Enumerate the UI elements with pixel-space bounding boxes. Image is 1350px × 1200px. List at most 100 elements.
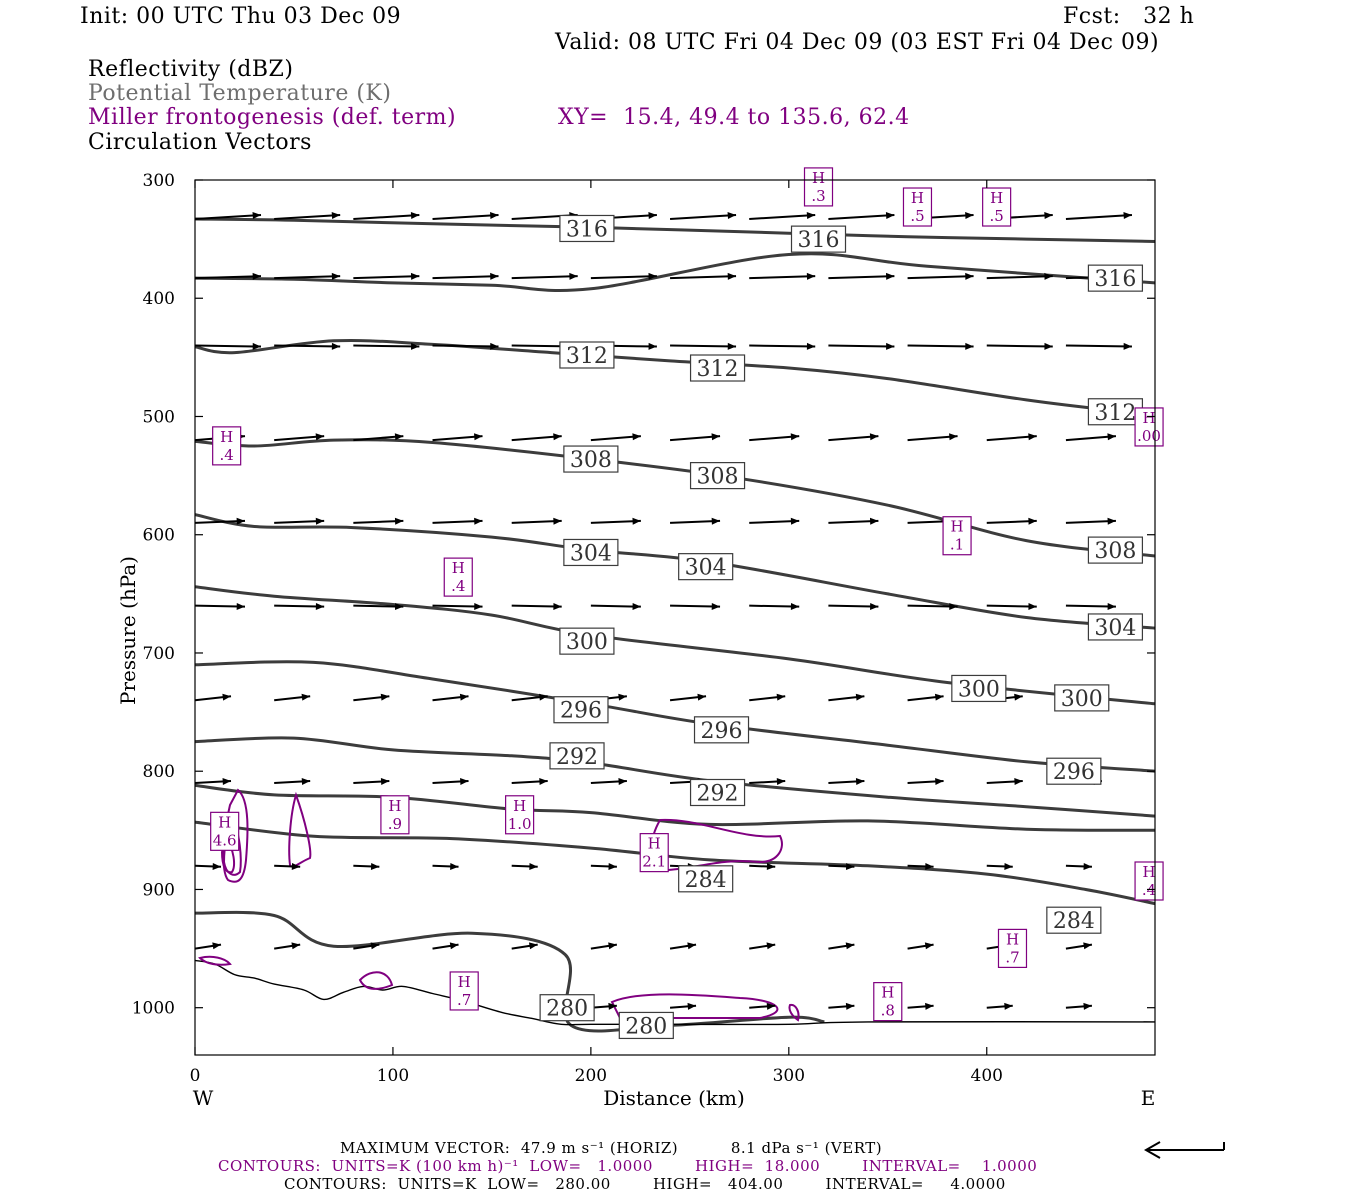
circulation-vector xyxy=(274,778,311,785)
west-end-label: W xyxy=(193,1086,214,1110)
theta-label-312: 312 xyxy=(1094,401,1136,426)
circulation-vector xyxy=(907,942,934,950)
theta-contour-296 xyxy=(195,660,1155,773)
circulation-vector xyxy=(274,342,341,350)
circulation-vector xyxy=(353,433,404,442)
forecast-hour: Fcst: 32 h xyxy=(1063,4,1195,29)
high-value: .1 xyxy=(950,536,964,554)
circulation-vector xyxy=(907,342,974,350)
y-tick-label: 900 xyxy=(143,880,175,900)
high-letter: H xyxy=(458,973,471,991)
x-tick-label: 0 xyxy=(190,1066,201,1086)
high-value: .5 xyxy=(910,207,924,225)
circulation-vector xyxy=(432,862,459,870)
circulation-vector xyxy=(986,272,1053,280)
circulation-vector xyxy=(274,603,325,611)
high-letter: H xyxy=(1006,930,1019,948)
circulation-vector xyxy=(749,433,800,442)
circulation-vector xyxy=(669,1002,697,1010)
theta-label-box xyxy=(1087,613,1144,641)
y-tick-label: 800 xyxy=(143,762,175,782)
theta-label-box xyxy=(1054,684,1110,712)
circulation-vector xyxy=(511,693,548,702)
theta-label-box xyxy=(618,1011,674,1040)
circulation-vector xyxy=(1065,517,1116,525)
frontogenesis-high-marker: H.5 xyxy=(982,187,1012,227)
circulation-vector xyxy=(274,212,341,221)
theta-label-292: 292 xyxy=(556,745,598,770)
high-value: .9 xyxy=(388,815,402,833)
high-letter: H xyxy=(911,189,924,207)
frontogenesis-high-marker: H.7 xyxy=(449,971,479,1011)
circulation-vector xyxy=(274,433,325,442)
frontogenesis-contour xyxy=(788,1003,800,1022)
circulation-vector xyxy=(511,272,578,280)
circulation-vector xyxy=(828,603,879,611)
high-letter: H xyxy=(951,518,964,536)
circulation-vector xyxy=(432,212,499,221)
high-letter: H xyxy=(990,189,1003,207)
circulation-vector xyxy=(432,942,459,950)
theta-label-box xyxy=(678,865,734,893)
footer-contours-black: CONTOURS: UNITS=K LOW= 280.00 HIGH= 404.… xyxy=(284,1175,1006,1193)
theta-label-316: 316 xyxy=(566,217,608,242)
terrain-line xyxy=(195,959,1155,1026)
circulation-vector xyxy=(986,862,1013,870)
circulation-vector xyxy=(353,272,420,280)
theta-label-box xyxy=(559,627,615,655)
theta-label-284: 284 xyxy=(685,868,727,893)
circulation-vector xyxy=(828,778,865,785)
circulation-vector xyxy=(986,778,1023,785)
high-letter: H xyxy=(388,797,401,815)
high-letter: H xyxy=(1143,409,1156,427)
theta-label-box xyxy=(1046,757,1102,785)
circulation-vector xyxy=(274,693,311,702)
circulation-vector xyxy=(590,1002,617,1010)
init-time: Init: 00 UTC Thu 03 Dec 09 xyxy=(80,4,402,29)
circulation-vector xyxy=(432,517,483,525)
theta-contour-288 xyxy=(195,783,1155,832)
frontogenesis-contour xyxy=(358,971,394,990)
theta-contour-304 xyxy=(195,513,1155,630)
circulation-vector xyxy=(195,778,232,785)
theta-label-box xyxy=(689,354,746,382)
circulation-vector xyxy=(590,272,657,280)
circulation-vector xyxy=(1065,862,1092,870)
theta-label-box xyxy=(678,553,734,581)
circulation-vector xyxy=(274,517,325,525)
circulation-vector xyxy=(274,272,341,280)
circulation-vector xyxy=(432,433,483,442)
plot-frame xyxy=(194,179,1156,1056)
circulation-vector xyxy=(749,603,800,611)
frontogenesis-high-marker: H.7 xyxy=(997,928,1028,968)
theta-label-box xyxy=(559,214,615,243)
circulation-vector xyxy=(749,942,776,950)
frontogenesis-high-marker: H.4 xyxy=(443,557,473,597)
circulation-vector xyxy=(986,603,1037,611)
circulation-vector xyxy=(907,778,944,785)
circulation-vector xyxy=(274,942,301,950)
circulation-vector xyxy=(274,862,301,870)
high-letter: H xyxy=(1143,863,1156,881)
frontogenesis-high-marker: H.5 xyxy=(902,187,933,227)
theta-label-284: 284 xyxy=(1053,909,1095,934)
circulation-vector xyxy=(353,778,390,785)
theta-label-box xyxy=(689,462,746,490)
circulation-vector xyxy=(986,433,1037,442)
theta-contour-316 xyxy=(195,252,1155,293)
circulation-vector xyxy=(511,517,562,525)
theta-label-box xyxy=(790,225,847,253)
circulation-vector xyxy=(828,693,865,702)
y-tick-label: 400 xyxy=(143,289,175,309)
circulation-vector xyxy=(195,693,232,702)
legend-miller: Miller frontogenesis (def. term) xyxy=(88,105,457,130)
circulation-vector xyxy=(907,862,934,870)
theta-contour-284 xyxy=(195,820,1155,906)
circulation-vector xyxy=(828,942,855,950)
theta-label-box xyxy=(1087,264,1144,292)
frontogenesis-high-marker: H.4 xyxy=(1134,861,1164,901)
theta-label-box xyxy=(1046,906,1102,934)
circulation-vector xyxy=(749,778,786,785)
x-tick-label: 100 xyxy=(377,1066,409,1086)
circulation-vector xyxy=(590,942,618,950)
